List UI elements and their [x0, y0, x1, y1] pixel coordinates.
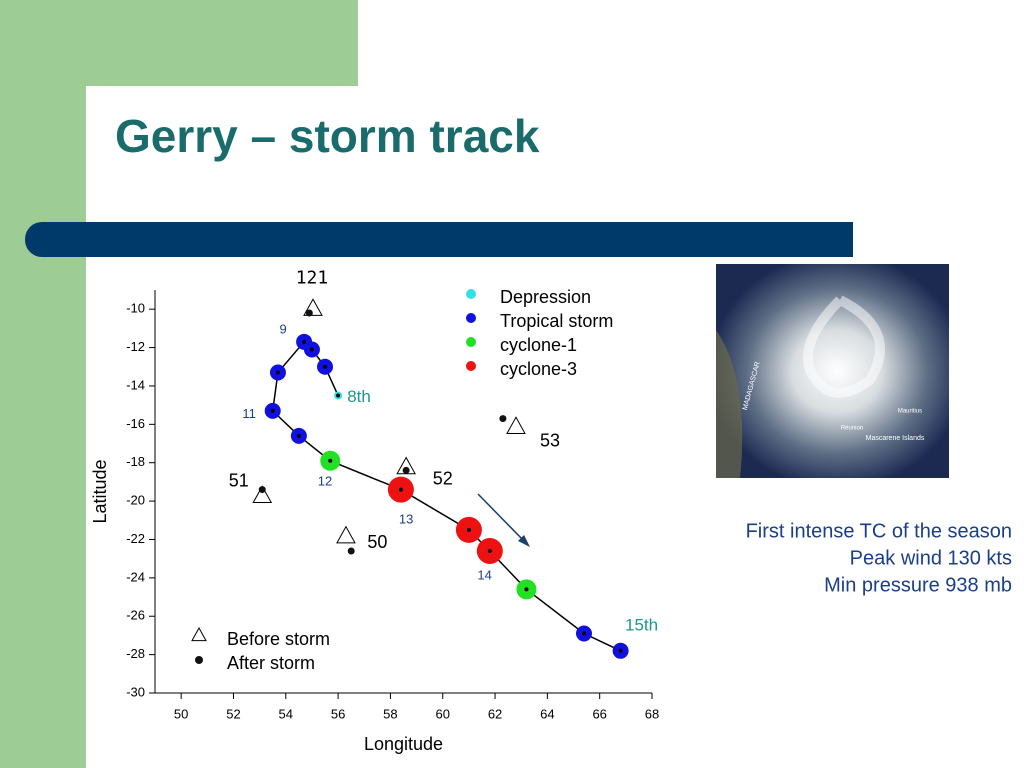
before-storm-marker	[252, 485, 273, 504]
legend-label: cyclone-3	[500, 359, 577, 379]
y-tick-label: -20	[126, 493, 145, 508]
x-tick-label: 66	[592, 706, 606, 721]
x-tick-label: 60	[436, 706, 450, 721]
direction-arrowhead	[518, 535, 530, 547]
after-storm-marker	[347, 547, 355, 555]
track-center	[270, 408, 275, 413]
track-annotation: 12	[318, 473, 332, 488]
after-storm-marker	[402, 466, 410, 474]
image-label: Réunion	[841, 426, 863, 432]
track-center	[328, 458, 333, 463]
legend-label: Depression	[500, 287, 591, 307]
track-center	[275, 370, 280, 375]
x-tick-label: 54	[279, 706, 293, 721]
track-annotation: 8th	[347, 387, 371, 406]
legend-label: Tropical storm	[500, 311, 613, 331]
x-axis-label: Longitude	[364, 734, 443, 754]
y-axis-label: Latitude	[90, 459, 110, 523]
info-line: Min pressure 938 mb	[824, 574, 1012, 596]
track-center	[466, 527, 471, 532]
x-tick-label: 52	[226, 706, 240, 721]
y-tick-label: -22	[126, 531, 145, 546]
legend-marker	[466, 289, 476, 299]
after-storm-marker	[305, 309, 313, 317]
info-line: First intense TC of the season	[746, 520, 1012, 542]
track-center	[487, 548, 492, 553]
before-storm-marker	[303, 298, 323, 316]
y-tick-label: -10	[126, 301, 145, 316]
track-center	[302, 339, 307, 344]
track-center	[524, 587, 529, 592]
legend-label: After storm	[227, 653, 315, 673]
y-tick-label: -16	[126, 416, 145, 431]
side-band	[0, 0, 86, 768]
x-tick-label: 62	[488, 706, 502, 721]
legend-marker	[466, 361, 476, 371]
chart: -10 -12 -14 -16 -18 -20 -22 -24 -26 -28 -30 50 52 54 5…	[90, 267, 659, 753]
station-label: 52	[433, 469, 453, 489]
after-storm-marker	[258, 486, 266, 494]
station-label: 51	[229, 471, 249, 491]
image-label: Mauritius	[898, 409, 922, 415]
y-tick-label: -24	[126, 569, 145, 584]
y-tick-label: -30	[126, 684, 145, 699]
before-storm-marker	[336, 525, 356, 544]
legend-label: Before storm	[227, 629, 330, 649]
track-annotation: 15th	[625, 615, 658, 634]
y-tick-label: -14	[126, 377, 145, 392]
legend-marker	[466, 313, 476, 323]
title-bar-end	[836, 222, 853, 257]
after-storm-marker	[499, 415, 507, 423]
x-tick-label: 50	[174, 706, 188, 721]
y-tick-label: -18	[126, 454, 145, 469]
x-tick-label: 64	[540, 706, 554, 721]
track-annotation: 14	[477, 567, 491, 582]
track-center	[336, 393, 341, 398]
track-annotation: 9	[280, 322, 287, 337]
y-tick-label: -12	[126, 339, 145, 354]
track-center	[296, 433, 301, 438]
station-label: 121	[296, 267, 329, 288]
track-center	[618, 648, 623, 653]
legend-label: cyclone-1	[500, 335, 577, 355]
satellite-image: MADAGASCAR Mauritius Réunion Mascarene I…	[716, 264, 949, 478]
track-annotation: 13	[399, 512, 413, 527]
info-line: Peak wind 130 kts	[850, 547, 1012, 569]
slide-title: Gerry – storm track	[115, 110, 540, 162]
x-tick-label: 58	[383, 706, 397, 721]
x-tick-label: 56	[331, 706, 345, 721]
y-tick-label: -26	[126, 608, 145, 623]
track-center	[323, 364, 328, 369]
direction-arrow	[477, 493, 527, 544]
track-annotation: 11	[242, 406, 256, 421]
legend-marker	[195, 656, 203, 664]
legend-marker	[466, 337, 476, 347]
before-storm-marker	[506, 416, 526, 434]
station-label: 50	[367, 532, 387, 552]
station-label: 53	[540, 430, 560, 450]
track-center	[398, 487, 403, 492]
y-tick-label: -28	[126, 646, 145, 661]
image-label: Mascarene Islands	[866, 435, 925, 442]
track-center	[581, 631, 586, 636]
title-bar	[25, 222, 853, 257]
track-center	[309, 347, 314, 352]
top-band	[0, 0, 358, 86]
legend-marker	[191, 626, 207, 642]
x-tick-label: 68	[645, 706, 659, 721]
